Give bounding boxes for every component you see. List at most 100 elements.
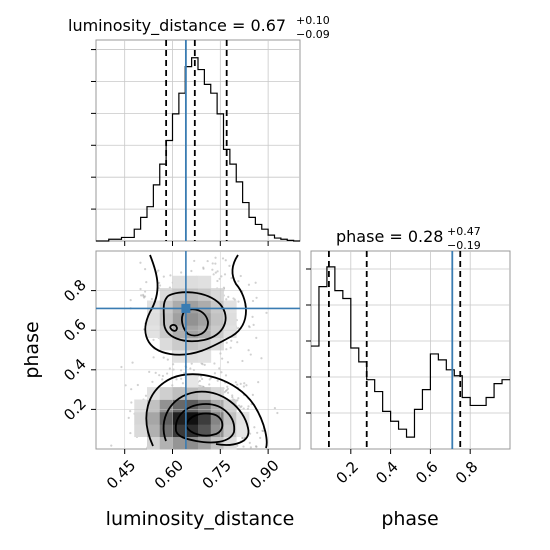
joint-scatter-point bbox=[247, 283, 251, 286]
joint-scatter-point bbox=[229, 346, 232, 349]
joint-scatter-point bbox=[168, 367, 171, 370]
joint-contour-0 bbox=[145, 373, 268, 449]
joint-scatter-point bbox=[230, 339, 233, 342]
joint-scatter-point bbox=[127, 416, 130, 419]
phase-title-eq: = bbox=[384, 227, 408, 246]
y-label-joint: phase bbox=[21, 321, 43, 378]
joint-scatter-point bbox=[131, 361, 134, 364]
joint-scatter-point bbox=[201, 385, 204, 388]
joint-scatter-point bbox=[225, 298, 228, 301]
joint-scatter-point bbox=[166, 372, 169, 375]
joint-scatter-point bbox=[142, 295, 145, 298]
phase-ytick-label-0: 0.2 bbox=[60, 395, 90, 425]
joint-scatter-point bbox=[224, 374, 228, 377]
joint-scatter-point bbox=[233, 298, 236, 301]
joint-scatter-point bbox=[218, 367, 221, 370]
joint-density-cell bbox=[172, 411, 186, 425]
joint-density-cell bbox=[198, 399, 212, 413]
joint-density-cell bbox=[198, 300, 212, 314]
joint-scatter-point bbox=[129, 410, 132, 413]
joint-scatter-point bbox=[124, 384, 127, 387]
joint-scatter-point bbox=[225, 348, 228, 351]
joint-scatter-point bbox=[175, 378, 178, 381]
joint-scatter-point bbox=[214, 256, 217, 259]
joint-scatter-point bbox=[231, 394, 234, 397]
joint-scatter-point bbox=[220, 371, 223, 374]
joint-scatter-point bbox=[162, 356, 165, 359]
joint-scatter-point bbox=[193, 259, 196, 263]
joint-scatter-point bbox=[225, 341, 228, 344]
joint-contour-4 bbox=[144, 254, 247, 356]
joint-scatter-point bbox=[129, 299, 132, 302]
joint-scatter-point bbox=[139, 287, 142, 291]
ld-xtick-label-3: 0.90 bbox=[246, 456, 282, 492]
joint-density-cell bbox=[198, 411, 212, 425]
joint-scatter-point bbox=[236, 383, 239, 386]
phase-xtick-label-2: 0.6 bbox=[412, 458, 442, 488]
joint-density-cell bbox=[210, 325, 224, 339]
joint-density-cell bbox=[147, 325, 161, 339]
joint-density-cell bbox=[185, 374, 199, 388]
phase-title-param: phase bbox=[336, 227, 384, 246]
joint-scatter-point bbox=[142, 296, 146, 299]
joint-scatter-point bbox=[247, 349, 250, 352]
ld-xtick-label-0: 0.45 bbox=[103, 456, 139, 492]
joint-scatter-point bbox=[247, 405, 250, 408]
joint-contour-7 bbox=[169, 323, 178, 332]
phase-hist-frame bbox=[310, 250, 511, 450]
joint-scatter-point bbox=[120, 365, 123, 369]
ld-xtick-label-1: 0.60 bbox=[151, 456, 187, 492]
joint-scatter-point bbox=[201, 377, 204, 381]
ld-histogram-panel: luminosity_distance = 0.67 +0.10 −0.09 bbox=[68, 14, 330, 246]
joint-scatter-point bbox=[239, 382, 242, 385]
joint-scatter-point bbox=[251, 393, 254, 396]
joint-scatter-point bbox=[276, 411, 279, 415]
joint-scatter-point bbox=[273, 406, 277, 410]
phase-xtick-label-3: 0.8 bbox=[452, 458, 482, 488]
joint-density-cell bbox=[134, 399, 148, 413]
joint-density-cell bbox=[236, 424, 250, 438]
joint-scatter-point bbox=[148, 370, 151, 373]
joint-scatter-point bbox=[248, 325, 251, 329]
joint-scatter-point bbox=[162, 275, 165, 278]
joint-scatter-point bbox=[203, 363, 206, 366]
joint-scatter-point bbox=[265, 311, 268, 314]
joint-scatter-point bbox=[144, 268, 147, 271]
joint-scatter-point bbox=[260, 357, 263, 360]
joint-scatter-point bbox=[224, 389, 227, 393]
joint-density-cell bbox=[223, 300, 237, 314]
joint-scatter-point bbox=[143, 295, 147, 298]
joint-scatter-point bbox=[231, 396, 234, 399]
joint-scatter-point bbox=[237, 404, 241, 407]
joint-scatter-point bbox=[161, 378, 164, 381]
joint-scatter-point bbox=[248, 441, 251, 444]
joint-scatter-point bbox=[151, 380, 154, 383]
joint-scatter-point bbox=[216, 279, 219, 283]
joint-density-cell bbox=[172, 436, 186, 450]
joint-density-cell bbox=[198, 275, 212, 289]
joint-scatter-point bbox=[227, 295, 230, 298]
joint-scatter-point bbox=[226, 385, 229, 388]
ld-hist-grid bbox=[96, 40, 300, 241]
joint-scatter-point bbox=[211, 262, 214, 265]
ld-title-minus: −0.09 bbox=[296, 28, 330, 41]
phase-ytick-label-2: 0.6 bbox=[60, 315, 90, 345]
joint-contour-1 bbox=[162, 390, 250, 446]
joint-density-cell bbox=[223, 312, 237, 326]
joint-scatter-point bbox=[255, 336, 258, 339]
joint-scatter-point bbox=[237, 397, 240, 400]
joint-scatter-point bbox=[255, 445, 258, 448]
joint-scatter-point bbox=[140, 294, 143, 297]
joint-scatter-point bbox=[169, 274, 172, 277]
phase-hist-quantile-lines bbox=[328, 251, 462, 449]
ld-hist-yticks bbox=[91, 49, 269, 246]
joint-scatter-point bbox=[226, 391, 230, 394]
joint-scatter-point bbox=[253, 426, 256, 429]
joint-scatter-point bbox=[223, 273, 227, 276]
joint-grid bbox=[91, 251, 300, 454]
joint-density-cell bbox=[185, 424, 199, 438]
joint-contour-2 bbox=[175, 403, 236, 444]
phase-xtick-label-0: 0.2 bbox=[332, 458, 362, 488]
joint-scatter-point bbox=[136, 383, 139, 387]
